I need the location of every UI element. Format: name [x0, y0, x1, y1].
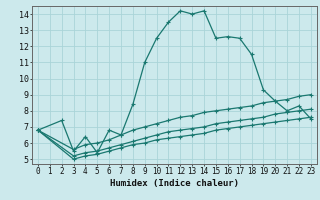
X-axis label: Humidex (Indice chaleur): Humidex (Indice chaleur) [110, 179, 239, 188]
